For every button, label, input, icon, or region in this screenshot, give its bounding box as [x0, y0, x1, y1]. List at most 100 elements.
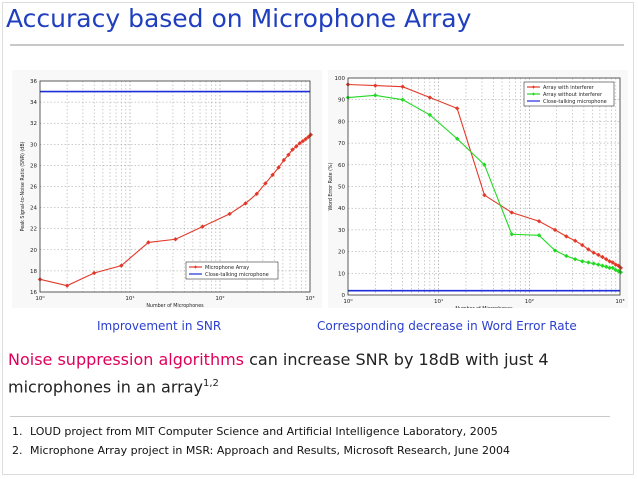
snr-y-axis-label: Peak Signal-to-Noise Ratio (SNR) (dB): [20, 141, 26, 231]
snr-data-point: [297, 140, 302, 146]
snr-legend-box: [185, 261, 279, 280]
snr-y-tick-label: 32: [30, 121, 37, 127]
snr-y-tick-label: 28: [30, 163, 37, 169]
wer-data-point: [536, 233, 542, 238]
wer-y-tick-label: 100: [335, 76, 346, 82]
snr-data-point: [227, 211, 232, 217]
slide-border: [2, 2, 634, 475]
wer-data-point: [572, 256, 578, 262]
wer-y-tick-label: 90: [338, 98, 345, 104]
wer-data-point: [580, 242, 585, 248]
snr-y-tick-label: 22: [30, 227, 37, 233]
snr-y-tick-label: 24: [30, 206, 37, 212]
wer-data-point: [603, 264, 609, 270]
snr-y-tick-label: 26: [30, 185, 37, 191]
wer-legend-marker: [531, 92, 536, 96]
wer-data-point: [591, 250, 596, 255]
references-list: 1. LOUD project from MIT Computer Science…: [12, 425, 510, 463]
wer-y-tick-label: 20: [338, 250, 345, 256]
reference-text: Microphone Array project in MSR: Approac…: [30, 444, 510, 457]
wer-data-point: [572, 238, 578, 244]
snr-x-tick-label: 10¹: [125, 295, 134, 302]
wer-data-point: [595, 262, 601, 267]
references-divider: [10, 416, 610, 417]
wer-chart: 0 10 20 30 40 50 60 70 80 90 100 10⁰ 10¹ 10² 10³ Number…: [328, 76, 625, 312]
snr-data-point: [300, 138, 306, 144]
snr-legend-label: Microphone Array: [205, 265, 249, 271]
wer-data-point: [400, 84, 405, 89]
wer-y-tick-label: 80: [338, 119, 345, 125]
wer-y-axis-label: Word Error Rate (%): [328, 162, 334, 210]
snr-data-point: [293, 144, 299, 149]
wer-data-point: [509, 210, 515, 215]
body-citation: 1,2: [203, 378, 219, 389]
wer-data-point: [580, 259, 585, 264]
reference-item: 1. LOUD project from MIT Computer Science…: [12, 425, 510, 438]
wer-data-point: [427, 95, 433, 100]
wer-data-point: [603, 256, 609, 262]
snr-x-tick-label: 10⁰: [35, 295, 45, 302]
wer-data-point: [552, 248, 558, 253]
wer-data-point: [454, 136, 460, 142]
snr-data-point: [254, 191, 260, 197]
body-highlight: Noise suppression algorithms: [8, 350, 245, 369]
reference-number: 2.: [12, 444, 23, 457]
snr-chart: 16 18 20 22 24 26 28 30 32 34 36 10⁰ 10¹ 10² 10³ Number…: [20, 79, 315, 309]
reference-text: LOUD project from MIT Computer Science a…: [30, 425, 498, 438]
snr-y-tick-label: 20: [30, 248, 37, 254]
snr-y-tick-label: 16: [30, 290, 37, 296]
wer-data-point: [536, 218, 542, 224]
wer-data-point: [564, 234, 569, 239]
snr-series-line: [39, 134, 312, 287]
wer-data-point: [591, 261, 596, 266]
wer-data-point: [610, 265, 616, 271]
snr-chart-panel: 16 18 20 22 24 26 28 30 32 34 36 10⁰ 10¹ 10² 10³ Number…: [12, 70, 322, 309]
wer-legend-label: Array without interferer: [543, 92, 603, 98]
wer-legend-label: Close-talking microphone: [543, 99, 607, 105]
snr-data-point: [276, 165, 281, 170]
reference-number: 1.: [12, 425, 23, 438]
wer-data-point: [427, 112, 433, 118]
slide-title: Accuracy based on Microphone Array: [6, 4, 472, 33]
snr-data-point: [91, 270, 97, 276]
wer-data-point: [482, 162, 487, 168]
wer-data-point: [552, 227, 558, 233]
wer-y-tick-label: 10: [338, 271, 345, 277]
snr-chart-caption: Improvement in SNR: [97, 319, 222, 333]
wer-data-point: [564, 253, 569, 259]
wer-data-point: [607, 265, 612, 271]
reference-item: 2. Microphone Array project in MSR: Appro…: [12, 444, 510, 457]
snr-data-point: [270, 172, 275, 178]
snr-x-tick-label: 10²: [215, 295, 224, 302]
snr-y-tick-label: 36: [30, 79, 37, 85]
wer-data-point: [595, 252, 601, 258]
snr-plot-area: [40, 81, 310, 292]
snr-y-tick-label: 18: [30, 269, 37, 275]
wer-y-tick-label: 0: [342, 293, 346, 299]
wer-data-point: [482, 192, 487, 198]
snr-data-point: [290, 147, 295, 152]
title-divider: [10, 44, 624, 46]
wer-plot-frame: [347, 77, 621, 296]
snr-data-point: [118, 263, 124, 268]
body-rest: can increase SNR by 18dB with just 4 mic…: [8, 350, 549, 397]
wer-chart-caption: Corresponding decrease in Word Error Rat…: [317, 319, 577, 333]
wer-y-tick-label: 40: [338, 206, 345, 212]
wer-y-tick-label: 70: [338, 141, 345, 147]
wer-data-point: [610, 260, 616, 265]
snr-data-point: [303, 136, 308, 142]
wer-x-axis-label: Number of Microphones: [455, 306, 513, 308]
snr-data-point: [243, 201, 248, 206]
wer-y-tick-label: 50: [338, 185, 345, 191]
wer-data-point: [400, 97, 405, 102]
wer-data-point: [586, 247, 591, 252]
snr-x-tick-label: 10³: [305, 295, 314, 302]
wer-x-tick-label: 10⁰: [343, 298, 353, 305]
snr-y-tick-label: 34: [30, 100, 37, 106]
snr-x-axis-label: Number of Microphones: [146, 303, 204, 308]
wer-legend-marker: [531, 85, 536, 89]
snr-data-point: [173, 236, 178, 242]
snr-data-point: [64, 283, 70, 288]
snr-y-tick-label: 30: [30, 142, 37, 148]
